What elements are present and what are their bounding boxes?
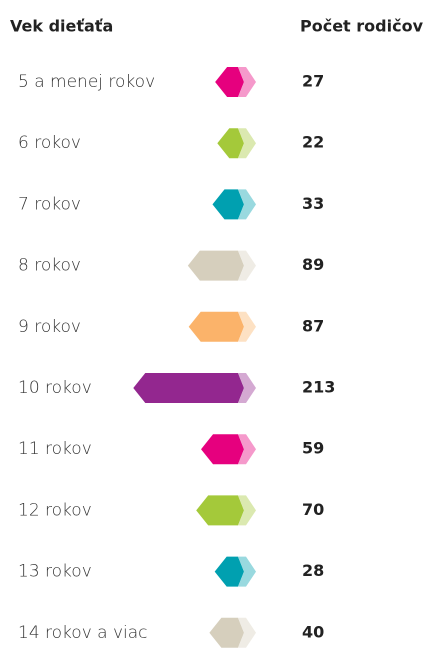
bar-tip [238, 495, 256, 526]
category-label: 11 rokov [18, 439, 92, 459]
category-label: 12 rokov [18, 500, 92, 520]
bar [133, 373, 256, 403]
category-label: 14 rokov a viac [18, 623, 148, 643]
bar-tip [238, 556, 256, 587]
value-label: 40 [302, 622, 324, 641]
bar-tip [238, 311, 256, 342]
value-label: 70 [302, 500, 324, 519]
bar [209, 617, 256, 648]
bar [201, 434, 256, 465]
bar-tip [238, 128, 256, 159]
bar-tip [238, 373, 256, 403]
category-label: 13 rokov [18, 562, 92, 582]
value-label: 213 [302, 378, 335, 397]
bar [196, 495, 256, 526]
bar-body [212, 189, 244, 220]
value-label: 87 [302, 316, 324, 335]
bar-body [188, 311, 244, 342]
category-label: 10 rokov [18, 378, 92, 398]
value-label: 89 [302, 255, 324, 274]
value-label: 28 [302, 561, 324, 580]
value-header: Počet rodičov [300, 17, 424, 36]
bar-tip [238, 250, 256, 281]
value-label: 22 [302, 133, 324, 152]
category-label: 7 rokov [18, 194, 81, 214]
bar-body [196, 495, 244, 526]
bar-body [133, 373, 244, 403]
bar [217, 128, 256, 159]
bar-body [215, 67, 244, 97]
bar [215, 67, 256, 97]
bar-tip [238, 434, 256, 465]
category-label: 8 rokov [18, 256, 81, 276]
value-label: 27 [302, 72, 324, 91]
bar-body [217, 128, 244, 159]
bar-body [214, 556, 244, 587]
bar [187, 250, 256, 281]
bar [188, 311, 256, 342]
category-header: Vek dieťaťa [10, 17, 113, 36]
bar-tip [238, 617, 256, 648]
bar-tip [238, 67, 256, 97]
category-label: 5 a menej rokov [18, 72, 155, 92]
bar [214, 556, 256, 587]
bar-body [187, 250, 244, 281]
category-label: 6 rokov [18, 133, 81, 153]
bar-tip [238, 189, 256, 220]
bar-body [209, 617, 244, 648]
bar-body [201, 434, 244, 465]
category-label: 9 rokov [18, 317, 81, 337]
value-label: 33 [302, 194, 324, 213]
bar [212, 189, 256, 220]
value-label: 59 [302, 439, 324, 458]
